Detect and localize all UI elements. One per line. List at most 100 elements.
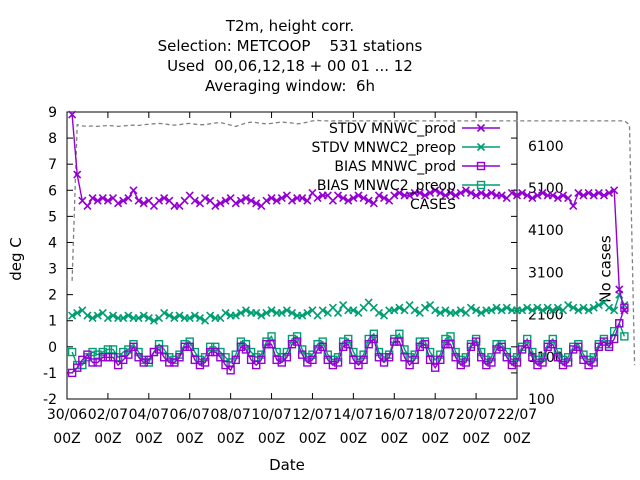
data-point-3 [584,355,593,365]
data-point-0 [216,199,225,208]
data-point-1 [456,306,465,315]
y-tick-label: 1 [48,314,57,330]
data-point-1 [333,308,343,317]
data-point-3 [241,340,251,349]
data-point-0 [287,196,297,205]
data-point-0 [589,191,598,200]
data-point-2 [523,340,532,349]
data-point-3 [338,337,348,346]
data-point-1 [175,311,184,320]
data-point-0 [98,194,107,203]
data-point-2 [482,360,491,370]
data-point-2 [548,340,557,349]
data-point-0 [339,194,348,203]
data-point-3 [221,353,230,362]
data-point-1 [298,311,307,320]
y-tick-label: 0 [48,340,57,356]
data-point-2 [379,358,389,367]
data-point-3 [415,337,425,346]
data-point-2 [298,350,307,359]
data-point-2 [303,358,312,367]
plot-frame [66,111,518,400]
data-point-2 [129,342,138,352]
data-point-2 [574,342,583,352]
x-tick-label-time: 00Z [217,431,244,447]
data-point-1 [282,306,291,315]
data-point-2 [589,358,598,367]
data-point-0 [344,196,353,205]
data-point-2 [165,358,174,367]
chart-title-line-1: T2m, height corr. [225,17,355,35]
data-point-0 [323,191,332,200]
data-point-0 [206,196,215,205]
data-point-1 [410,306,419,315]
chart-title-line-2: Selection: METCOOP 531 stations [157,37,423,55]
data-point-2 [282,353,292,362]
data-point-3 [446,332,455,341]
data-point-0 [247,196,256,205]
data-point-2 [620,303,629,312]
data-point-2 [159,353,169,362]
x-tick-label-time: 00Z [462,431,489,447]
data-point-3 [292,332,302,341]
data-point-1 [68,311,77,320]
data-point-0 [78,196,87,205]
data-point-1 [328,303,337,312]
data-point-3 [134,347,143,357]
data-point-0 [165,196,174,205]
data-point-1 [83,311,92,320]
data-point-0 [395,188,404,197]
data-point-0 [298,194,307,203]
data-point-2 [492,345,501,354]
data-point-0 [533,191,542,200]
data-point-2 [384,353,394,362]
data-point-3 [195,355,205,365]
data-point-0 [272,196,281,205]
data-point-3 [287,334,297,344]
data-point-0 [73,170,82,179]
data-point-1 [364,298,373,307]
data-point-2 [241,345,251,354]
data-point-0 [190,196,199,205]
data-point-1 [472,306,481,315]
data-point-1 [548,306,557,315]
data-point-3 [211,342,220,352]
y-tick-label: 8 [48,131,57,147]
data-point-3 [620,332,629,341]
data-point-3 [364,334,373,344]
data-point-2 [267,340,276,349]
data-point-2 [471,337,481,346]
data-point-2 [205,347,215,357]
data-point-0 [160,194,169,203]
data-point-1 [564,301,573,310]
data-point-3 [344,334,353,344]
data-point-2 [83,350,92,359]
data-point-0 [103,196,112,205]
legend-swatch-marker [476,123,486,133]
data-point-2 [287,340,297,349]
data-point-1 [584,306,593,315]
data-point-0 [68,110,77,119]
data-point-1 [165,311,174,320]
data-point-1 [589,303,598,312]
data-point-2 [113,360,123,370]
y2-tick-label: 100 [528,392,555,408]
data-point-1 [257,311,266,320]
data-point-2 [487,358,496,367]
data-point-1 [374,308,383,317]
x-tick-label-date: 14/07 [333,407,373,423]
data-point-2 [477,353,486,362]
data-point-1 [492,303,501,312]
data-point-1 [339,301,348,310]
data-point-0 [615,285,624,294]
data-point-2 [252,360,261,370]
x-tick-label-date: 20/07 [456,407,496,423]
data-point-0 [487,188,496,197]
data-point-0 [241,194,251,203]
data-point-0 [599,191,608,200]
data-point-2 [78,355,87,365]
data-point-0 [574,188,583,197]
data-point-1 [553,303,562,312]
data-point-1 [579,303,588,312]
data-point-1 [78,306,87,315]
